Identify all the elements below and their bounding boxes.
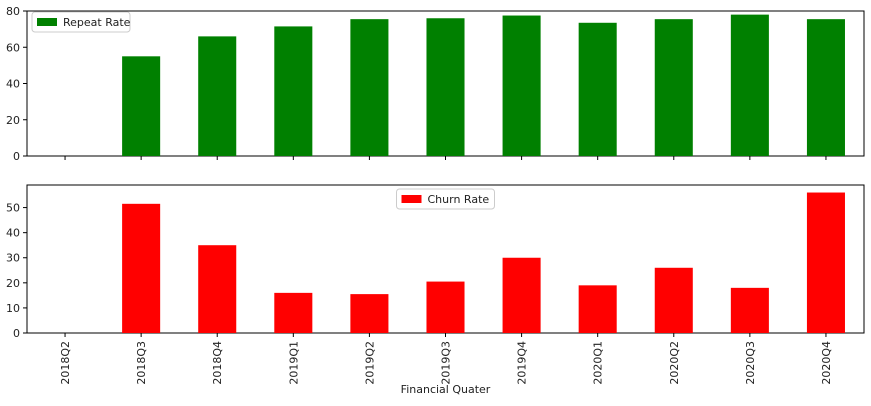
x-tick-label-3: 2019Q1 [287,341,300,385]
bar-1-2020Q4 [806,192,845,333]
y-tick-label-0-3: 60 [6,41,20,54]
x-tick-label-9: 2020Q3 [744,341,757,385]
bar-0-2019Q1 [274,26,313,156]
y-tick-label-1-3: 30 [6,252,20,265]
x-tick-label-2: 2018Q4 [211,341,224,385]
legend-swatch-0 [37,18,57,26]
bar-0-2020Q3 [730,14,769,156]
x-tick-label-0: 2018Q2 [59,341,72,385]
bar-1-2019Q4 [502,257,541,333]
bar-1-2019Q2 [350,294,389,333]
bar-1-2019Q3 [426,281,465,333]
bar-0-2020Q1 [578,22,617,156]
legend-swatch-1 [401,195,422,203]
y-tick-label-0-4: 80 [6,5,20,18]
x-axis-label: Financial Quater [401,383,491,396]
bar-1-2020Q3 [730,287,769,333]
x-tick-label-6: 2019Q4 [516,341,529,385]
bar-0-2018Q4 [198,36,237,156]
x-tick-label-5: 2019Q3 [440,341,453,385]
y-tick-label-1-2: 20 [6,277,20,290]
bar-0-2019Q2 [350,19,389,156]
x-tick-label-4: 2019Q2 [363,341,376,385]
bar-1-2020Q2 [654,267,693,333]
x-tick-label-8: 2020Q2 [668,341,681,385]
bar-0-2020Q4 [806,19,845,156]
x-tick-label-1: 2018Q3 [135,341,148,385]
bar-0-2020Q2 [654,19,693,156]
bar-1-2020Q1 [578,285,617,333]
y-tick-label-0-2: 40 [6,78,20,91]
y-tick-label-1-5: 50 [6,202,20,215]
x-tick-label-7: 2020Q1 [592,341,605,385]
legend-label-1: Churn Rate [428,193,490,206]
bar-0-2019Q4 [502,15,541,156]
legend-1 [396,188,495,210]
y-tick-label-1-0: 0 [13,327,20,340]
legend-label-0: Repeat Rate [63,16,131,29]
y-tick-label-0-1: 20 [6,114,20,127]
legend-0 [31,11,131,33]
bar-0-2018Q3 [122,56,161,156]
bar-1-2019Q1 [274,292,313,333]
bar-1-2018Q4 [198,245,237,333]
y-tick-label-1-4: 40 [6,227,20,240]
y-tick-label-1-1: 10 [6,302,20,315]
bar-0-2019Q3 [426,18,465,156]
y-tick-label-0-0: 0 [13,150,20,163]
x-tick-label-10: 2020Q4 [820,341,833,385]
bar-1-2018Q3 [122,203,161,333]
